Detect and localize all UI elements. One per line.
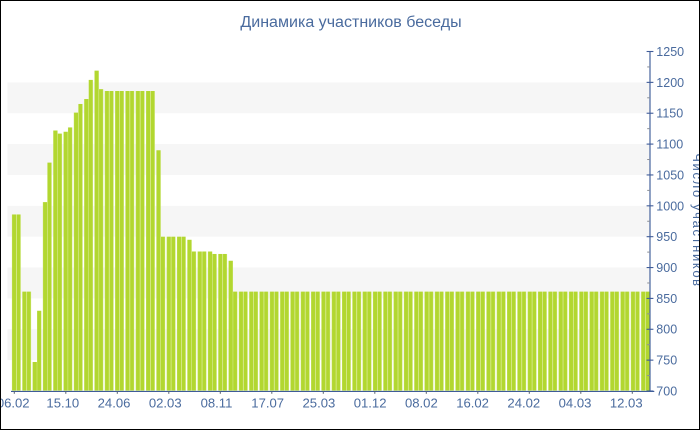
svg-text:15.10: 15.10 [46, 396, 79, 411]
svg-text:12.03: 12.03 [610, 396, 643, 411]
svg-text:24.02: 24.02 [507, 396, 540, 411]
svg-text:1000: 1000 [656, 199, 684, 213]
svg-text:Число участников: Число участников [690, 153, 700, 287]
svg-text:16.02: 16.02 [456, 396, 489, 411]
svg-text:750: 750 [656, 354, 677, 368]
svg-text:1050: 1050 [656, 168, 684, 182]
svg-text:08.11: 08.11 [201, 396, 233, 411]
svg-text:02.03: 02.03 [149, 396, 182, 411]
svg-text:1200: 1200 [656, 76, 684, 90]
svg-text:06.02: 06.02 [1, 396, 30, 411]
svg-text:25.03: 25.03 [303, 396, 336, 411]
svg-text:17.07: 17.07 [251, 396, 284, 411]
svg-text:Динамика участников беседы: Динамика участников беседы [240, 13, 461, 31]
svg-text:850: 850 [656, 292, 677, 306]
svg-text:08.02: 08.02 [405, 396, 438, 411]
svg-text:700: 700 [656, 384, 677, 398]
svg-text:950: 950 [656, 230, 677, 244]
svg-text:1250: 1250 [656, 45, 684, 59]
svg-text:24.06: 24.06 [98, 396, 131, 411]
svg-text:900: 900 [656, 261, 677, 275]
svg-text:04.03: 04.03 [559, 396, 592, 411]
svg-text:1150: 1150 [656, 107, 683, 121]
svg-text:1100: 1100 [656, 138, 683, 152]
svg-text:01.12: 01.12 [354, 396, 387, 411]
svg-text:800: 800 [656, 323, 677, 337]
